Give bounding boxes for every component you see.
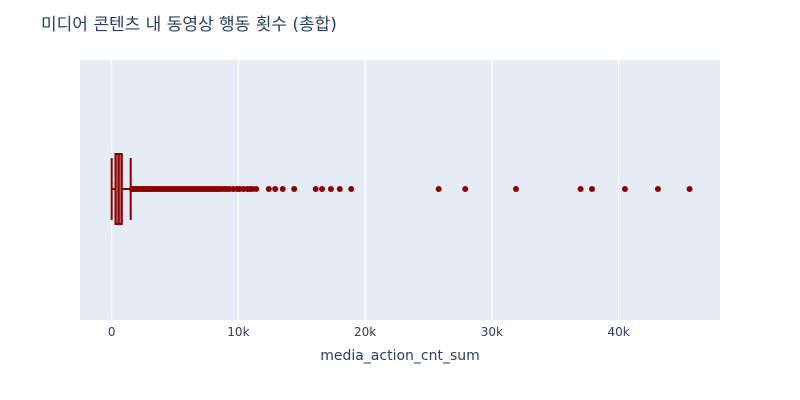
outlier-point — [319, 186, 326, 192]
x-tick-label: 20k — [354, 325, 376, 339]
outlier-point — [589, 186, 595, 192]
outlier-point — [621, 186, 628, 192]
x-tick-label: 40k — [608, 325, 630, 339]
outlier-point — [272, 186, 279, 192]
outlier-point — [327, 186, 334, 192]
outlier-point — [336, 186, 343, 192]
outlier-point — [686, 186, 693, 192]
x-tick-labels: 0 10k 20k 30k 40k — [108, 325, 630, 339]
outlier-point — [577, 186, 584, 192]
outlier-point — [462, 186, 469, 192]
outlier-points — [128, 186, 693, 192]
outlier-point — [291, 186, 298, 192]
chart-title: 미디어 콘텐츠 내 동영상 행동 횟수 (총합) — [41, 15, 337, 35]
x-tick-label: 0 — [108, 325, 116, 339]
outlier-point — [279, 186, 286, 192]
x-axis-title: media_action_cnt_sum — [320, 348, 480, 364]
box-trace — [110, 153, 132, 225]
outlier-point — [435, 186, 442, 192]
outlier-point — [348, 186, 355, 192]
outlier-point — [312, 186, 319, 192]
x-tick-label: 10k — [227, 325, 249, 339]
outlier-point — [512, 186, 519, 192]
box-group — [110, 153, 132, 225]
x-tick-label: 30k — [481, 325, 503, 339]
outlier-point — [253, 186, 260, 192]
outlier-point — [265, 186, 272, 192]
outlier-point — [654, 186, 661, 192]
